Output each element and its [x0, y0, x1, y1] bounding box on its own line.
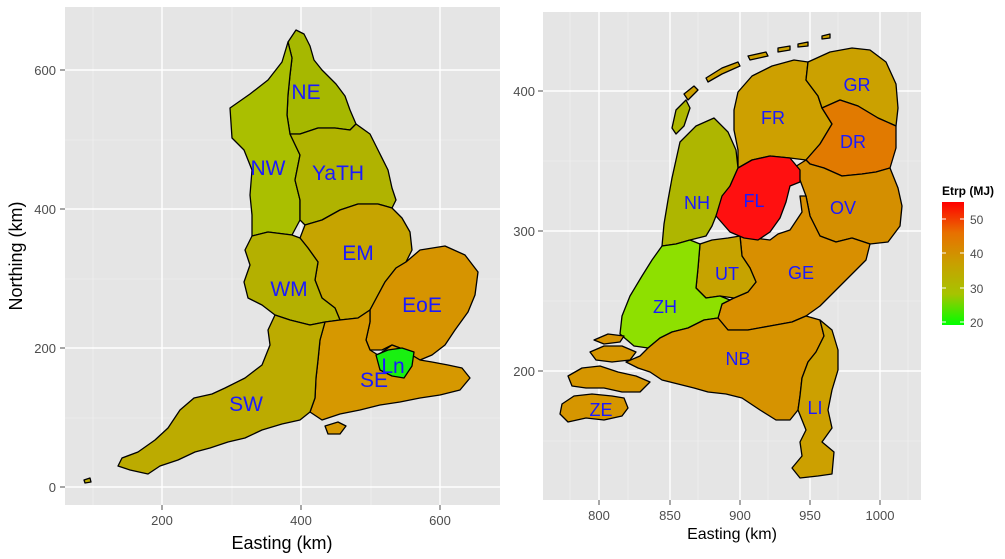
- region-isle-of-wight: [324, 421, 347, 435]
- netherlands-x-tick: 950: [799, 508, 821, 523]
- label-nb: NB: [725, 349, 750, 369]
- england-y-tick: 200: [34, 341, 56, 356]
- region-scilly: [83, 477, 92, 484]
- island-vlieland: [683, 85, 699, 101]
- label-nh: NH: [684, 193, 710, 213]
- label-em: EM: [342, 242, 374, 265]
- england-x-axis-title: Easting (km): [231, 533, 332, 553]
- label-eoe: EoE: [402, 294, 442, 317]
- legend-title: Etrp (MJ): [942, 184, 994, 198]
- england-y-axis-title: Northing (km): [6, 201, 26, 310]
- label-ov: OV: [830, 198, 856, 218]
- island-small: [821, 33, 831, 40]
- legend-tick-label: 50: [970, 213, 984, 227]
- england-y-tick: 0: [49, 480, 56, 495]
- england-y-tick: 400: [34, 202, 56, 217]
- island-terschelling: [705, 61, 741, 83]
- england-x-tick: 600: [429, 513, 451, 528]
- region-nh: [661, 117, 739, 247]
- island-schiermonnikoog: [777, 45, 791, 53]
- wadden-islands: [671, 33, 831, 135]
- netherlands-x-axis-title: Easting (km): [687, 526, 777, 543]
- region-yath: [289, 123, 397, 226]
- legend-tick-marks: [942, 218, 964, 323]
- region-ze-beveland: [567, 365, 651, 393]
- netherlands-map-panel: GR FR DR NH FL OV UT GE ZH NB ZE LI 200 …: [513, 12, 921, 543]
- region-li: [791, 319, 839, 479]
- netherlands-y-tick: 300: [513, 224, 535, 239]
- legend: Etrp (MJ) 50 40 30 20: [942, 184, 994, 330]
- label-fl: FL: [743, 191, 764, 211]
- legend-tick-label: 30: [970, 282, 984, 296]
- label-yath: YaTH: [312, 162, 364, 185]
- label-ge: GE: [788, 263, 814, 283]
- netherlands-y-tick: 200: [513, 364, 535, 379]
- label-ln: Ln: [381, 355, 404, 378]
- label-li: LI: [807, 398, 822, 418]
- label-fr: FR: [761, 108, 785, 128]
- label-ze: ZE: [589, 400, 612, 420]
- label-se: SE: [360, 369, 388, 392]
- england-x-tick: 200: [151, 513, 173, 528]
- island-rottumeroog: [797, 41, 809, 48]
- label-gr: GR: [844, 75, 871, 95]
- netherlands-x-tick: 900: [729, 508, 751, 523]
- legend-tick-label: 20: [970, 316, 984, 330]
- legend-colorbar: [942, 202, 964, 325]
- netherlands-y-tick: 400: [513, 84, 535, 99]
- region-zh-goeree: [593, 333, 625, 345]
- label-nw: NW: [251, 157, 286, 180]
- netherlands-x-tick: 800: [588, 508, 610, 523]
- island-ameland: [747, 51, 769, 61]
- island-texel: [671, 99, 691, 135]
- england-y-axis: 0 200 400 600: [34, 63, 65, 495]
- region-sw: [117, 314, 326, 475]
- region-fl: [715, 155, 801, 241]
- netherlands-x-axis: 800 850 900 950 1000: [588, 500, 894, 523]
- label-zh: ZH: [653, 297, 677, 317]
- netherlands-x-tick: 850: [659, 508, 681, 523]
- region-ze-walcheren: [559, 393, 629, 423]
- england-map-panel: NE NW YaTH EM WM EoE Ln SE SW 0 200 400 …: [6, 7, 500, 553]
- legend-tick-label: 40: [970, 247, 984, 261]
- england-y-tick: 600: [34, 63, 56, 78]
- england-x-tick: 400: [290, 513, 312, 528]
- label-dr: DR: [840, 132, 866, 152]
- region-ze-schouwen: [589, 345, 637, 363]
- england-x-axis: 200 400 600: [151, 505, 451, 528]
- region-ln: [375, 347, 415, 379]
- label-ne: NE: [291, 81, 320, 104]
- label-ut: UT: [715, 264, 739, 284]
- netherlands-x-tick: 1000: [866, 508, 895, 523]
- label-wm: WM: [270, 278, 307, 301]
- netherlands-y-axis: 200 300 400: [513, 84, 543, 379]
- england-grid: [65, 7, 500, 505]
- label-sw: SW: [229, 393, 263, 416]
